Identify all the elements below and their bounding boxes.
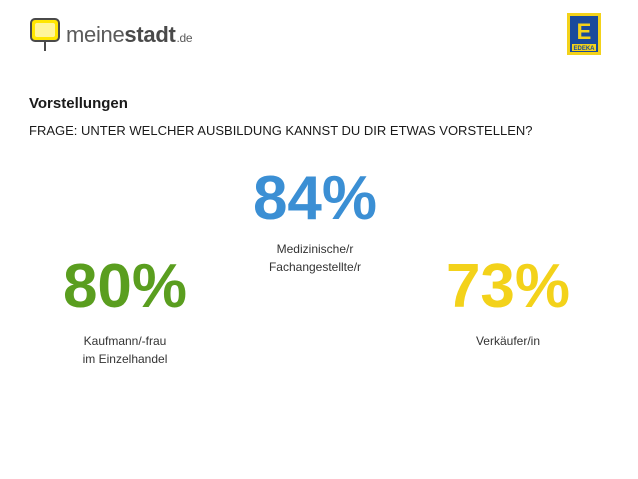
stat-label: Medizinische/r Fachangestellte/r	[268, 242, 362, 274]
section-title: Vorstellungen	[29, 95, 128, 112]
stat-verkaeufer: 73% Verkäufer/in	[413, 256, 603, 350]
sign-icon	[30, 18, 60, 52]
wordmark-bold: stadt	[124, 22, 176, 47]
meinestadt-logo: meine stadt .de	[30, 18, 193, 52]
stat-value: 84%	[252, 164, 378, 233]
edeka-logo: E EDEKA	[567, 13, 601, 55]
meinestadt-wordmark: meine stadt .de	[66, 22, 193, 47]
stat-kaufmann-einzelhandel: 80% Kaufmann/-frau im Einzelhandel	[30, 256, 220, 368]
question-text: FRAGE: UNTER WELCHER AUSBILDUNG KANNST D…	[29, 123, 533, 138]
stat-value: 80%	[62, 252, 188, 321]
stat-value: 73%	[445, 252, 571, 321]
edeka-text: EDEKA	[573, 46, 595, 52]
stat-label: Verkäufer/in	[475, 334, 541, 348]
stat-medizinische-fachangestellte: 84% Medizinische/r Fachangestellte/r	[220, 168, 410, 276]
edeka-letter: E	[577, 19, 592, 44]
wordmark-tld: .de	[176, 31, 193, 45]
wordmark-light: meine	[66, 22, 125, 47]
stat-label: Kaufmann/-frau im Einzelhandel	[82, 334, 168, 366]
